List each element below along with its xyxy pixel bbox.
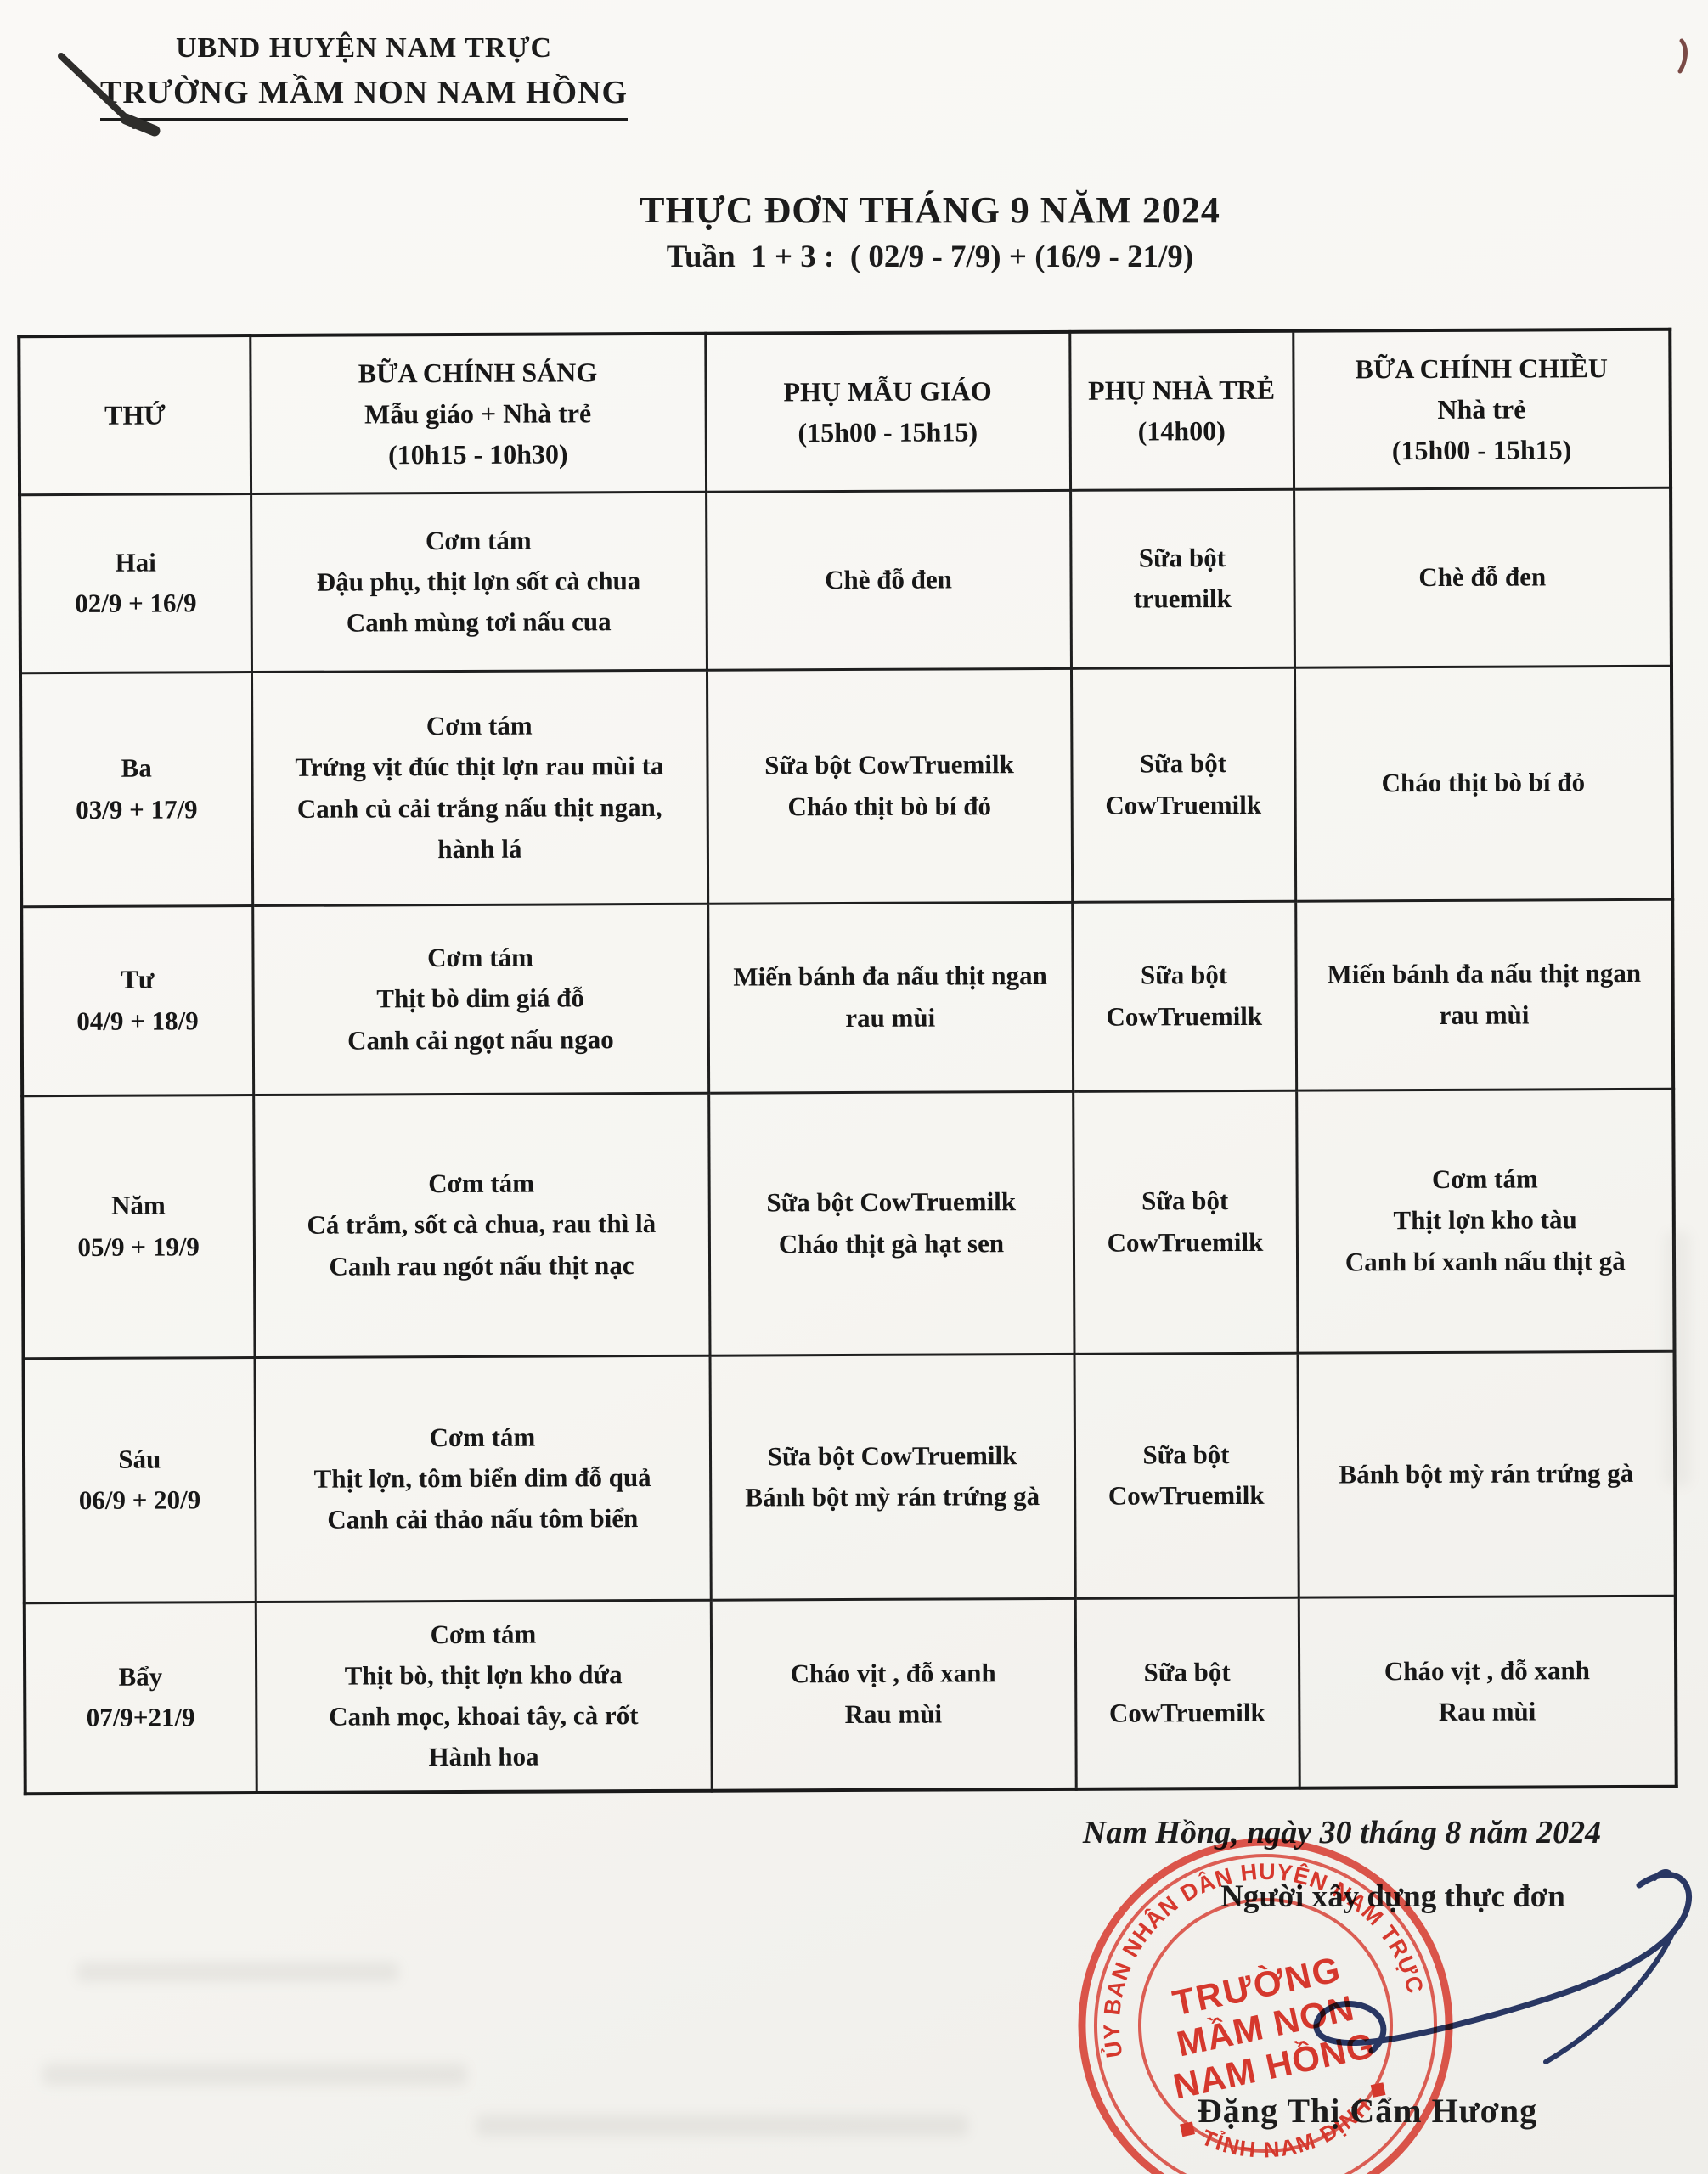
snack-nursery-cell: Sữa bột CowTruemilk (1074, 1352, 1299, 1598)
agency-name: UBND HUYỆN NAM TRỰC (176, 32, 553, 64)
main-morning-cell: Cơm tám Đậu phụ, thịt lợn sốt cà chua Ca… (251, 491, 707, 673)
school-name: TRƯỜNG MẦM NON NAM HỒNG (100, 71, 629, 122)
scan-smudge (76, 1962, 399, 1982)
snack-kindergarten-cell: Sữa bột CowTruemilk Cháo thịt gà hạt sen (708, 1090, 1074, 1355)
header-day: THỨ (19, 335, 251, 495)
title-block: THỰC ĐƠN THÁNG 9 NĂM 2024 Tuần 1 + 3 : (… (161, 189, 1699, 275)
table-row-saturday: Bẩy 07/9+21/9 Cơm tám Thịt bò, thịt lợn … (24, 1595, 1677, 1794)
letterhead: UBND HUYỆN NAM TRỰC TRƯỜNG MẦM NON NAM H… (100, 29, 629, 122)
menu-table: THỨ BỮA CHÍNH SÁNG Mẫu giáo + Nhà trẻ (1… (17, 327, 1678, 1796)
table-row-monday: Hai 02/9 + 16/9 Cơm tám Đậu phụ, thịt lợ… (20, 487, 1671, 673)
table-header-row: THỨ BỮA CHÍNH SÁNG Mẫu giáo + Nhà trẻ (1… (19, 329, 1671, 495)
corner-speck (1677, 38, 1688, 74)
date-line: Nam Hồng, ngày 30 tháng 8 năm 2024 (1082, 1815, 1602, 1850)
day-cell: Tư 04/9 + 18/9 (21, 905, 254, 1096)
day-cell: Năm 05/9 + 19/9 (22, 1095, 255, 1359)
document-subtitle: Tuần 1 + 3 : ( 02/9 - 7/9) + (16/9 - 21/… (666, 239, 1194, 274)
snack-nursery-cell: Sữa bột CowTruemilk (1072, 900, 1297, 1091)
scan-smudge (1665, 1231, 1690, 1486)
main-morning-cell: Cơm tám Thịt bò dim giá đỗ Canh cải ngọt… (252, 903, 709, 1095)
snack-nursery-cell: Sữa bột CowTruemilk (1073, 1090, 1298, 1354)
signature (1274, 1860, 1708, 2115)
main-morning-cell: Cơm tám Thịt bò, thịt lợn kho dứa Canh m… (255, 1599, 712, 1794)
scan-smudge (42, 2064, 467, 2086)
header-main-morning: BỮA CHÍNH SÁNG Mẫu giáo + Nhà trẻ (10h15… (250, 333, 707, 494)
main-morning-cell: Cơm tám Cá trắm, sốt cà chua, rau thì là… (253, 1092, 710, 1358)
scan-smudge (476, 2115, 968, 2137)
document-title: THỰC ĐƠN THÁNG 9 NĂM 2024 (640, 189, 1220, 231)
main-afternoon-cell: Miến bánh đa nấu thịt ngan rau mùi (1295, 898, 1674, 1090)
header-snack-nursery: PHỤ NHÀ TRẺ (14h00) (1069, 330, 1294, 490)
main-afternoon-cell: Cháo vịt , đỗ xanh Rau mùi (1298, 1595, 1677, 1788)
snack-kindergarten-cell: Sữa bột CowTruemilk Bánh bột mỳ rán trứn… (709, 1353, 1075, 1600)
main-afternoon-cell: Bánh bột mỳ rán trứng gà (1297, 1350, 1676, 1597)
day-cell: Sáu 06/9 + 20/9 (23, 1357, 256, 1603)
header-snack-kindergarten: PHỤ MẪU GIÁO (15h00 - 15h15) (705, 331, 1071, 492)
day-cell: Ba 03/9 + 17/9 (20, 672, 253, 907)
day-cell: Bẩy 07/9+21/9 (24, 1602, 256, 1794)
table-row-thursday: Năm 05/9 + 19/9 Cơm tám Cá trắm, sốt cà … (22, 1088, 1675, 1359)
main-afternoon-cell: Cơm tám Thịt lợn kho tàu Canh bí xanh nấ… (1296, 1088, 1675, 1353)
main-afternoon-cell: Cháo thịt bò bí đỏ (1294, 665, 1673, 901)
snack-kindergarten-cell: Chè đỗ đen (706, 489, 1071, 670)
main-afternoon-cell: Chè đỗ đen (1294, 487, 1671, 667)
main-morning-cell: Cơm tám Trứng vịt đúc thịt lợn rau mùi t… (251, 669, 708, 906)
day-cell: Hai 02/9 + 16/9 (20, 493, 251, 673)
table-row-tuesday: Ba 03/9 + 17/9 Cơm tám Trứng vịt đúc thị… (20, 665, 1673, 907)
snack-kindergarten-cell: Miến bánh đa nấu thịt ngan rau mùi (707, 901, 1074, 1093)
snack-kindergarten-cell: Cháo vịt , đỗ xanh Rau mùi (710, 1597, 1076, 1791)
snack-nursery-cell: Sữa bột CowTruemilk (1070, 667, 1296, 902)
snack-kindergarten-cell: Sữa bột CowTruemilk Cháo thịt bò bí đỏ (706, 667, 1073, 904)
snack-nursery-cell: Sữa bột truemilk (1070, 488, 1294, 668)
signer-name: Đặng Thị Cẩm Hương (1197, 2092, 1538, 2130)
table-row-wednesday: Tư 04/9 + 18/9 Cơm tám Thịt bò dim giá đ… (21, 898, 1674, 1096)
snack-nursery-cell: Sữa bột CowTruemilk (1074, 1597, 1299, 1789)
header-main-afternoon: BỮA CHÍNH CHIỀU Nhà trẻ (15h00 - 15h15) (1293, 329, 1671, 489)
main-morning-cell: Cơm tám Thịt lợn, tôm biển dim đỗ quả Ca… (254, 1355, 711, 1602)
table-row-friday: Sáu 06/9 + 20/9 Cơm tám Thịt lợn, tôm bi… (23, 1350, 1676, 1603)
official-stamp: ỦY BAN NHÂN DÂN HUYỆN NAM TRỰC ◆ TỈNH NA… (1029, 1788, 1502, 2174)
